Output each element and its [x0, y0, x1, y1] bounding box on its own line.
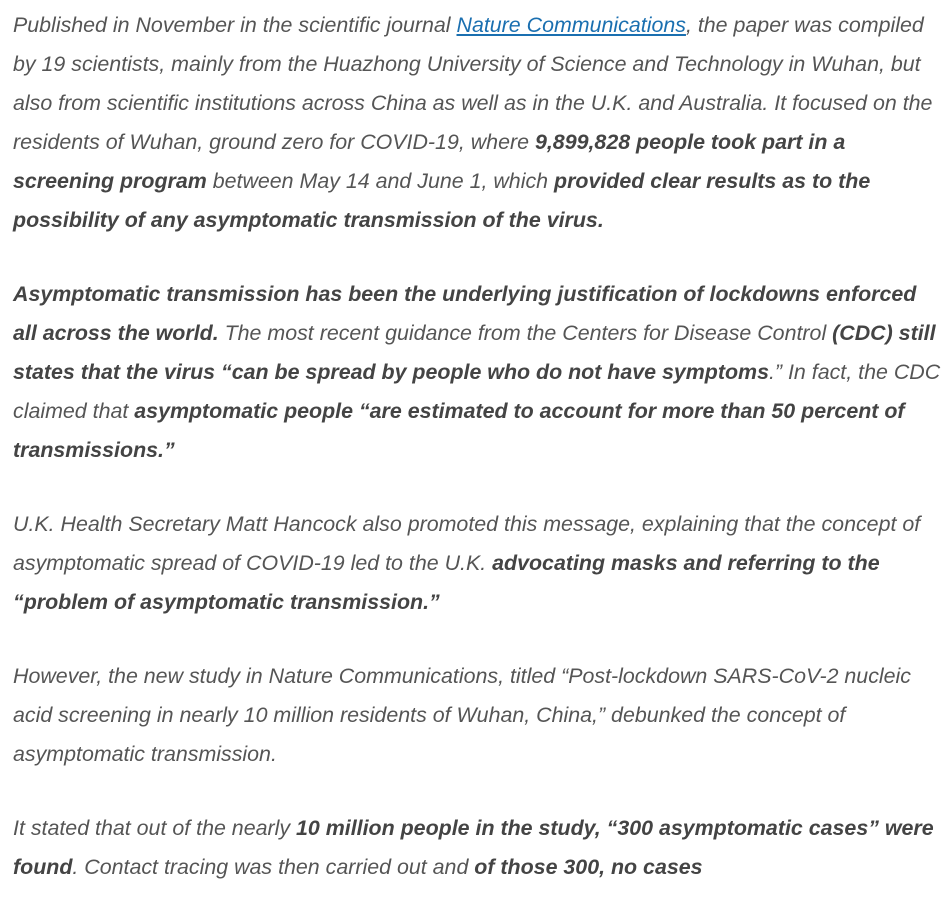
- text-span: . Contact tracing was then carried out a…: [72, 855, 475, 879]
- bold-text: (CDC) still states that the virus “can b…: [13, 321, 936, 384]
- bold-text: advocating masks and referring to the “p…: [13, 551, 880, 614]
- bold-text: Asymptomatic transmission has been the u…: [13, 282, 917, 345]
- text-span: , the paper was compiled by 19 scientist…: [13, 13, 933, 154]
- text-span: It stated that out of the nearly: [13, 816, 297, 840]
- text-span: Published in November in the scientific …: [13, 13, 457, 37]
- article-body: Published in November in the scientific …: [13, 6, 943, 922]
- bold-text: provided clear results as to the possibi…: [13, 169, 871, 232]
- text-span: However, the new study in Nature Communi…: [13, 664, 911, 766]
- text-span: The most recent guidance from the Center…: [218, 321, 833, 345]
- bold-text: of those 300, no cases: [474, 855, 703, 879]
- text-span: between May 14 and June 1, which: [206, 169, 554, 193]
- paragraph-5: It stated that out of the nearly 10 mill…: [13, 809, 943, 887]
- text-span: U.K. Health Secretary Matt Hancock also …: [13, 512, 921, 575]
- bold-text: asymptomatic people “are estimated to ac…: [13, 399, 905, 462]
- paragraph-1: Published in November in the scientific …: [13, 6, 943, 240]
- nature-communications-link[interactable]: Nature Communications: [456, 13, 686, 37]
- paragraph-2: Asymptomatic transmission has been the u…: [13, 275, 943, 470]
- paragraph-3: U.K. Health Secretary Matt Hancock also …: [13, 505, 943, 622]
- bold-text: 10 million people in the study, “300 asy…: [13, 816, 934, 879]
- text-span: .” In fact, the CDC claimed that: [13, 360, 941, 423]
- paragraph-4: However, the new study in Nature Communi…: [13, 657, 943, 774]
- bold-text: 9,899,828 people took part in a screenin…: [13, 130, 846, 193]
